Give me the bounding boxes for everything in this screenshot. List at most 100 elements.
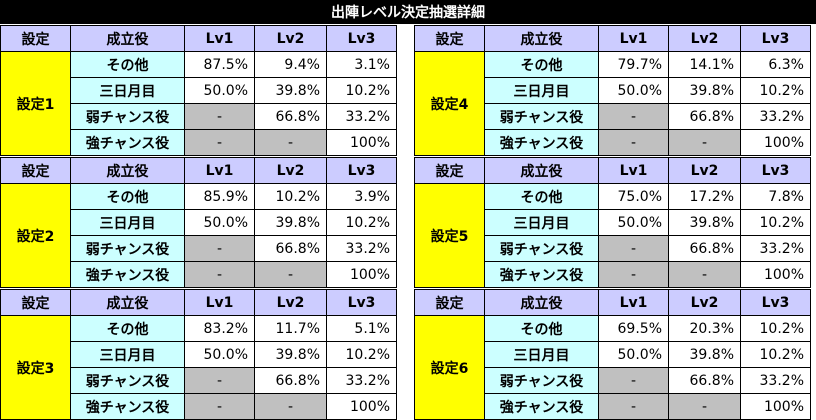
lv3-cell: 33.2% [326,103,397,130]
page-title: 出陣レベル決定抽選詳細 [0,0,816,24]
lv2-cell: 14.1% [668,51,741,78]
table-row: 強チャンス役 - -100% [1,261,397,288]
setting-header: 設定 [414,289,485,316]
lv1-cell: 83.2% [184,315,255,342]
lv2-cell: 17.2% [668,183,741,210]
setting-label: 設定3 [0,315,71,420]
setting-panel: 設定 成立役 Lv1 Lv2 Lv3 設定2 その他 85.9% 10.2% 3.9% 三日月目 50… [0,157,397,288]
role-cell: 三日月目 [484,77,599,104]
lv3-cell: 3.1% [326,51,397,78]
lv1-cell: - [184,367,255,394]
table-row: 設定1 その他 87.5% 9.4% 3.1% [0,51,397,156]
lv3-cell: 33.2% [326,235,397,262]
lv1-header: Lv1 [598,289,669,316]
lv1-cell: - [184,235,255,262]
role-cell: その他 [484,315,599,342]
table-row: 弱チャンス役 -66.8% 33.2% [415,103,811,130]
role-cell: その他 [70,51,185,78]
setting-label: 設定5 [414,183,485,288]
table-header-row: 設定 成立役 Lv1 Lv2 Lv3 [414,25,811,52]
table-row: 弱チャンス役 -66.8% 33.2% [415,367,811,394]
lv3-cell: 10.2% [326,77,397,104]
table-row: 弱チャンス役 -66.8% 33.2% [415,235,811,262]
lv3-cell: 10.2% [740,341,811,368]
lv1-cell: 50.0% [184,341,255,368]
setting-panel: 設定 成立役 Lv1 Lv2 Lv3 設定6 その他 69.5% 20.3% 10.2% 三日月目 5… [414,289,811,420]
role-cell: 強チャンス役 [484,129,599,156]
lv1-cell: 79.7% [598,51,669,78]
role-cell: その他 [70,183,185,210]
lv2-cell: - [254,393,327,420]
lv1-cell: 50.0% [184,77,255,104]
lv3-cell: 10.2% [740,315,811,342]
table-row: 強チャンス役 - -100% [415,129,811,156]
role-cell: 弱チャンス役 [70,103,185,130]
setting-header: 設定 [0,289,71,316]
lv2-cell: 39.8% [254,341,327,368]
lv2-header: Lv2 [668,157,741,184]
table-header-row: 設定 成立役 Lv1 Lv2 Lv3 [0,289,397,316]
lv1-cell: - [184,261,255,288]
lv3-cell: 10.2% [740,209,811,236]
setting-panel: 設定 成立役 Lv1 Lv2 Lv3 設定4 その他 79.7% 14.1% 6.3% 三日月目 50… [414,25,811,156]
lv1-header: Lv1 [184,25,255,52]
lv2-header: Lv2 [254,25,327,52]
lv2-cell: 11.7% [254,315,327,342]
lv3-cell: 100% [740,393,811,420]
table-row: 三日月目 50.0% 39.8% 10.2% [1,77,397,104]
lv1-cell: - [184,103,255,130]
role-cell: 強チャンス役 [484,393,599,420]
role-header: 成立役 [484,25,599,52]
setting-header: 設定 [414,157,485,184]
lv1-cell: - [184,129,255,156]
setting-header: 設定 [414,25,485,52]
lv1-header: Lv1 [598,157,669,184]
lv2-header: Lv2 [668,289,741,316]
lv2-header: Lv2 [668,25,741,52]
role-cell: その他 [484,51,599,78]
lv3-cell: 5.1% [326,315,397,342]
role-header: 成立役 [484,289,599,316]
lv2-header: Lv2 [254,289,327,316]
role-cell: 三日月目 [70,341,185,368]
lv2-cell: 66.8% [254,235,327,262]
table-row: 設定6 その他 69.5% 20.3% 10.2% [414,315,811,420]
lv1-cell: - [598,261,669,288]
role-cell: 弱チャンス役 [484,103,599,130]
role-cell: 三日月目 [484,341,599,368]
table-row: 三日月目 50.0% 39.8% 10.2% [415,209,811,236]
lv3-cell: 3.9% [326,183,397,210]
lv3-header: Lv3 [740,157,811,184]
role-cell: 弱チャンス役 [484,367,599,394]
lv3-cell: 33.2% [740,235,811,262]
lv1-cell: - [598,129,669,156]
table-row: 強チャンス役 - -100% [1,129,397,156]
table-row: 設定2 その他 85.9% 10.2% 3.9% [0,183,397,288]
table-row: 三日月目 50.0% 39.8% 10.2% [415,77,811,104]
setting-label: 設定4 [414,51,485,156]
lv2-cell: 39.8% [254,77,327,104]
table-row: 弱チャンス役 -66.8% 33.2% [1,367,397,394]
setting-header: 設定 [0,25,71,52]
role-cell: 弱チャンス役 [484,235,599,262]
role-cell: 三日月目 [484,209,599,236]
lv3-cell: 6.3% [740,51,811,78]
lv3-header: Lv3 [740,289,811,316]
lv1-cell: 50.0% [184,209,255,236]
lv1-cell: - [598,103,669,130]
role-header: 成立役 [484,157,599,184]
lv3-header: Lv3 [740,25,811,52]
setting-label: 設定1 [0,51,71,156]
lv3-cell: 100% [740,129,811,156]
role-header: 成立役 [70,25,185,52]
lv1-header: Lv1 [184,289,255,316]
lv1-cell: - [184,393,255,420]
table-header-row: 設定 成立役 Lv1 Lv2 Lv3 [0,157,397,184]
lv3-cell: 7.8% [740,183,811,210]
lv3-cell: 100% [326,129,397,156]
role-header: 成立役 [70,289,185,316]
role-cell: 弱チャンス役 [70,367,185,394]
lv1-cell: 50.0% [598,77,669,104]
lv1-header: Lv1 [184,157,255,184]
setting-label: 設定6 [414,315,485,420]
